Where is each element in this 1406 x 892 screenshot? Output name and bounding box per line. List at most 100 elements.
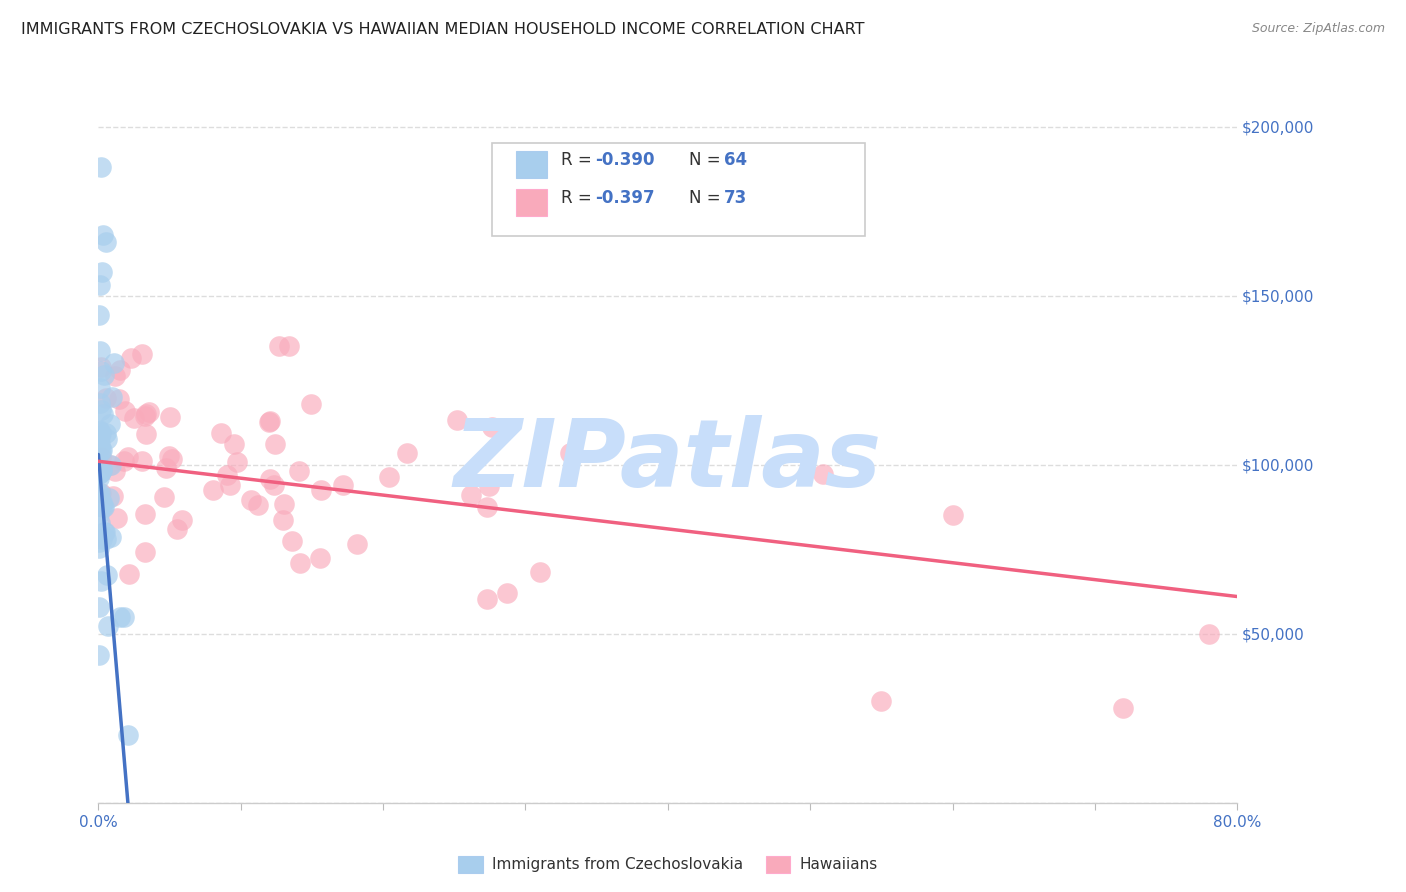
Point xyxy=(89,381,111,395)
Text: ZIPatlas: ZIPatlas xyxy=(454,415,882,508)
Point xyxy=(259,415,281,429)
Point xyxy=(94,425,117,440)
Point xyxy=(87,308,110,322)
Point xyxy=(346,537,368,551)
Point xyxy=(89,433,111,447)
Point xyxy=(96,532,118,546)
Point xyxy=(104,368,127,383)
Text: R =: R = xyxy=(561,189,598,207)
Point xyxy=(91,498,114,512)
Point xyxy=(110,610,132,624)
Point xyxy=(170,513,193,527)
Point xyxy=(89,343,111,358)
Point xyxy=(89,648,111,662)
Point xyxy=(131,454,153,468)
Point xyxy=(87,599,110,614)
Point xyxy=(277,339,299,353)
Point xyxy=(87,466,110,480)
Point xyxy=(481,420,503,434)
Point xyxy=(90,265,112,279)
Point xyxy=(135,427,157,442)
Point xyxy=(475,591,498,606)
Point xyxy=(1112,701,1135,715)
Point xyxy=(225,455,247,469)
Text: IMMIGRANTS FROM CZECHOSLOVAKIA VS HAWAIIAN MEDIAN HOUSEHOLD INCOME CORRELATION C: IMMIGRANTS FROM CZECHOSLOVAKIA VS HAWAII… xyxy=(21,22,865,37)
Point xyxy=(135,407,157,421)
Point xyxy=(870,694,893,708)
Point xyxy=(89,278,111,293)
Point xyxy=(103,489,125,503)
Point xyxy=(377,470,399,484)
Point xyxy=(273,497,295,511)
Point xyxy=(103,356,125,370)
Point xyxy=(112,454,135,468)
Point xyxy=(90,486,112,500)
Point xyxy=(90,364,112,378)
Point xyxy=(98,491,121,506)
Point xyxy=(271,513,294,527)
Point xyxy=(332,477,354,491)
Point xyxy=(475,500,498,514)
Point xyxy=(134,409,156,424)
Point xyxy=(90,444,112,458)
Point xyxy=(117,450,139,464)
Point xyxy=(122,411,145,425)
Text: N =: N = xyxy=(689,151,725,169)
Point xyxy=(90,462,112,476)
Point xyxy=(89,516,111,531)
Point xyxy=(101,390,124,404)
Text: -0.397: -0.397 xyxy=(595,189,654,207)
Point xyxy=(263,477,285,491)
Point xyxy=(105,511,128,525)
Point xyxy=(103,464,125,478)
Point xyxy=(529,565,551,579)
Point xyxy=(90,450,112,464)
Point xyxy=(299,396,322,410)
Point xyxy=(112,610,135,624)
Point xyxy=(91,407,114,421)
Point xyxy=(97,619,120,633)
Point xyxy=(1198,626,1220,640)
Point xyxy=(90,443,112,458)
Point xyxy=(155,461,177,475)
Text: -0.390: -0.390 xyxy=(595,151,654,169)
Point xyxy=(100,458,122,472)
Point xyxy=(89,467,111,481)
Point xyxy=(94,392,117,406)
Point xyxy=(87,442,110,456)
Point xyxy=(89,541,111,556)
Point xyxy=(89,443,111,458)
Point xyxy=(224,437,246,451)
Point xyxy=(813,467,835,481)
Point xyxy=(117,566,139,581)
Point xyxy=(108,363,131,377)
Point xyxy=(288,464,311,478)
Point xyxy=(259,415,281,429)
Point xyxy=(100,530,122,544)
Point xyxy=(91,500,114,514)
Point xyxy=(90,532,112,546)
Point xyxy=(309,483,332,497)
Point xyxy=(209,425,232,440)
Point xyxy=(87,490,110,504)
Point xyxy=(114,404,136,418)
Point xyxy=(259,472,281,486)
Point xyxy=(90,425,112,440)
Point xyxy=(90,160,112,174)
Point xyxy=(218,478,240,492)
Point xyxy=(96,235,118,249)
Point xyxy=(160,452,183,467)
Point xyxy=(478,479,501,493)
Point xyxy=(446,413,468,427)
Point xyxy=(217,468,239,483)
Point xyxy=(89,507,111,521)
Point xyxy=(460,488,482,502)
Point xyxy=(395,446,418,460)
Point xyxy=(96,567,118,582)
Point xyxy=(153,490,176,504)
Point xyxy=(89,395,111,409)
Text: Source: ZipAtlas.com: Source: ZipAtlas.com xyxy=(1251,22,1385,36)
Point xyxy=(96,432,118,446)
Point xyxy=(202,483,225,497)
Point xyxy=(93,525,115,540)
